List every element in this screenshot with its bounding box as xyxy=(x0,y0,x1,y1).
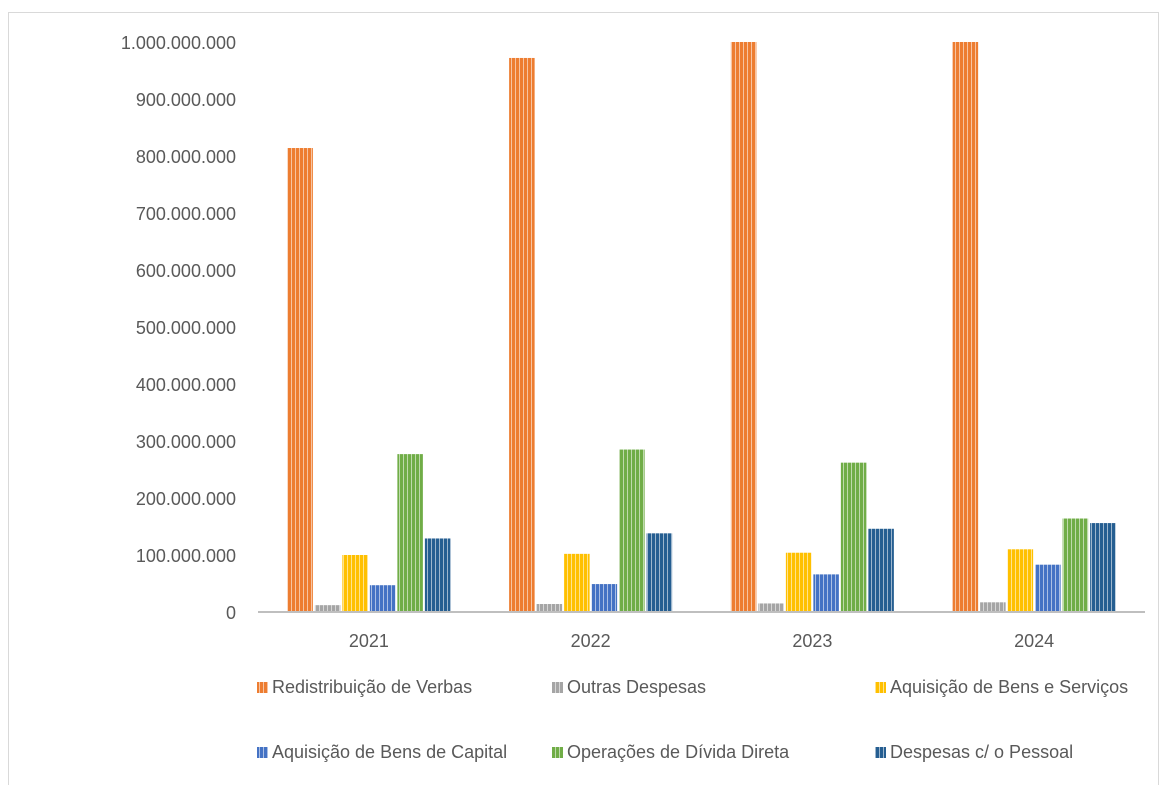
bar-2022-series-0 xyxy=(509,57,535,612)
legend-label: Operações de Dívida Direta xyxy=(567,742,790,762)
y-tick-label: 900.000.000 xyxy=(136,90,236,110)
legend-swatch xyxy=(875,682,886,693)
legend-swatch xyxy=(257,682,268,693)
legend-label: Aquisição de Bens e Serviços xyxy=(890,677,1128,697)
x-tick-label: 2024 xyxy=(1014,631,1054,651)
bar-2022-series-3 xyxy=(591,584,618,612)
legend-item: Outras Despesas xyxy=(552,677,706,697)
bar-2021-series-0 xyxy=(287,148,313,612)
legend: Redistribuição de Verbas Outras Despesas A… xyxy=(257,677,1128,762)
chart-frame xyxy=(8,12,1159,785)
bar-2023-series-4 xyxy=(840,462,867,612)
bar-2021-series-5 xyxy=(424,538,451,612)
legend-label: Aquisição de Bens de Capital xyxy=(272,742,507,762)
y-tick-label: 800.000.000 xyxy=(136,147,236,167)
bar-2021-series-4 xyxy=(397,454,423,612)
bar-2024-series-3 xyxy=(1035,564,1061,612)
legend-item: Redistribuição de Verbas xyxy=(257,677,472,697)
y-tick-label: 600.000.000 xyxy=(136,261,236,281)
x-tick-label: 2022 xyxy=(571,631,611,651)
legend-label: Outras Despesas xyxy=(567,677,706,697)
bar-2023-series-5 xyxy=(868,528,894,612)
y-tick-label: 200.000.000 xyxy=(136,489,236,509)
y-axis: 0 100.000.000 200.000.000 300.000.000 400.00… xyxy=(121,33,236,623)
y-tick-label: 300.000.000 xyxy=(136,432,236,452)
y-tick-label: 400.000.000 xyxy=(136,375,236,395)
legend-item: Aquisição de Bens de Capital xyxy=(257,742,507,762)
bar-2021-series-2 xyxy=(342,555,368,612)
legend-item: Despesas c/ o Pessoal xyxy=(875,742,1073,762)
bars xyxy=(287,42,1116,612)
bar-2024-series-5 xyxy=(1090,523,1116,612)
bar-2022-series-2 xyxy=(564,553,590,612)
bar-2024-series-4 xyxy=(1062,518,1089,612)
bar-2024-series-2 xyxy=(1007,549,1034,612)
bar-2022-series-1 xyxy=(536,604,563,612)
x-tick-label: 2021 xyxy=(349,631,389,651)
legend-item: Operações de Dívida Direta xyxy=(552,742,790,762)
y-tick-label: 100.000.000 xyxy=(136,546,236,566)
x-tick-label: 2023 xyxy=(792,631,832,651)
bar-2023-series-3 xyxy=(813,574,839,612)
x-axis: 2021 2022 2023 2024 xyxy=(258,611,1145,651)
legend-label: Despesas c/ o Pessoal xyxy=(890,742,1073,762)
legend-swatch xyxy=(257,747,268,758)
bar-2024-series-1 xyxy=(980,602,1006,612)
legend-item: Aquisição de Bens e Serviços xyxy=(875,677,1128,697)
legend-swatch xyxy=(552,747,563,758)
bar-2023-series-2 xyxy=(785,552,812,612)
y-tick-label: 700.000.000 xyxy=(136,204,236,224)
legend-swatch xyxy=(552,682,563,693)
bar-2022-series-4 xyxy=(619,449,645,612)
bar-2023-series-1 xyxy=(758,603,784,612)
bar-2023-series-0 xyxy=(730,42,757,612)
bar-2022-series-5 xyxy=(646,533,673,612)
y-tick-label: 0 xyxy=(226,603,236,623)
legend-swatch xyxy=(875,747,886,758)
bar-2021-series-3 xyxy=(369,585,396,612)
y-tick-label: 500.000.000 xyxy=(136,318,236,338)
y-tick-label: 1.000.000.000 xyxy=(121,33,236,53)
bar-2024-series-0 xyxy=(952,42,979,612)
bar-2021-series-1 xyxy=(314,605,341,612)
legend-label: Redistribuição de Verbas xyxy=(272,677,472,697)
